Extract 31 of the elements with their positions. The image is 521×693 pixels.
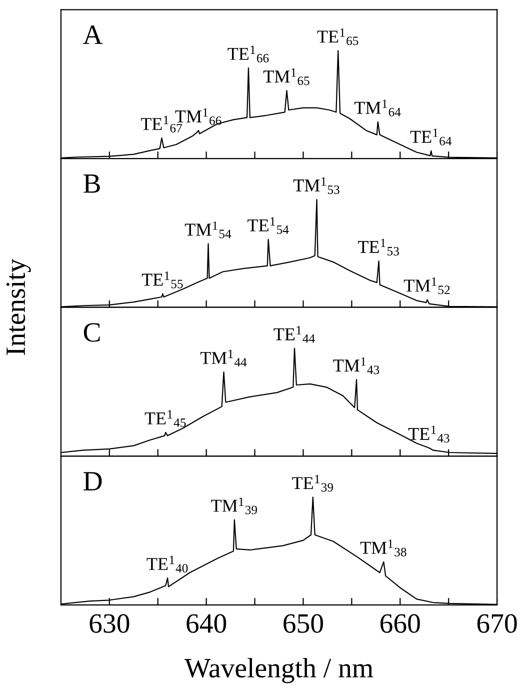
annotation: TM$^{1}$$_{43}$ bbox=[333, 357, 380, 374]
annotation: TM$^{1}$$_{65}$ bbox=[263, 68, 310, 86]
x-tick-label: 630 bbox=[90, 614, 130, 633]
annotation: TM$^{1}$$_{38}$ bbox=[360, 540, 406, 556]
annotation: TM$^{1}$$_{54}$ bbox=[184, 221, 232, 238]
text: B bbox=[84, 174, 100, 193]
annotation: TE$^{1}$$_{44}$ bbox=[274, 326, 315, 343]
annotation: TE$^{1}$$_{65}$ bbox=[317, 28, 358, 46]
annotation: TE$^{1}$$_{53}$ bbox=[358, 238, 399, 256]
annotation: TE$^{1}$$_{66}$ bbox=[228, 46, 269, 62]
x-tick-label: 650 bbox=[284, 614, 323, 633]
annotation: TE$^{1}$$_{54}$ bbox=[248, 217, 289, 234]
text: C bbox=[84, 323, 100, 342]
x-tick-label: 660 bbox=[380, 614, 420, 633]
x-tick-label: 640 bbox=[186, 614, 226, 633]
annotation: TE$^{1}$$_{40}$ bbox=[146, 556, 188, 573]
annotation: TE$^{1}$$_{55}$ bbox=[142, 271, 183, 288]
annotation: TE$^{1}$$_{39}$ bbox=[292, 474, 333, 492]
x-tick-label: 670 bbox=[477, 614, 517, 633]
annotation: TM$^{1}$$_{44}$ bbox=[200, 350, 247, 366]
annotation: TM$^{1}$$_{52}$ bbox=[404, 277, 450, 294]
annotation: TE$^{1}$$_{64}$ bbox=[410, 128, 452, 146]
y-axis-title: Intensity bbox=[6, 258, 31, 355]
annotation: TM$^{1}$$_{39}$ bbox=[211, 498, 257, 514]
annotation: TM$^{1}$$_{53}$ bbox=[293, 177, 340, 194]
text: D bbox=[84, 472, 102, 490]
annotation: TE$^{1}$$_{45}$ bbox=[144, 410, 186, 427]
annotation: TE$^{1}$$_{43}$ bbox=[408, 426, 450, 442]
x-axis-title: Wavelength / nm bbox=[184, 658, 374, 684]
annotation: TM$^{1}$$_{64}$ bbox=[354, 100, 401, 116]
text: A bbox=[83, 26, 103, 44]
